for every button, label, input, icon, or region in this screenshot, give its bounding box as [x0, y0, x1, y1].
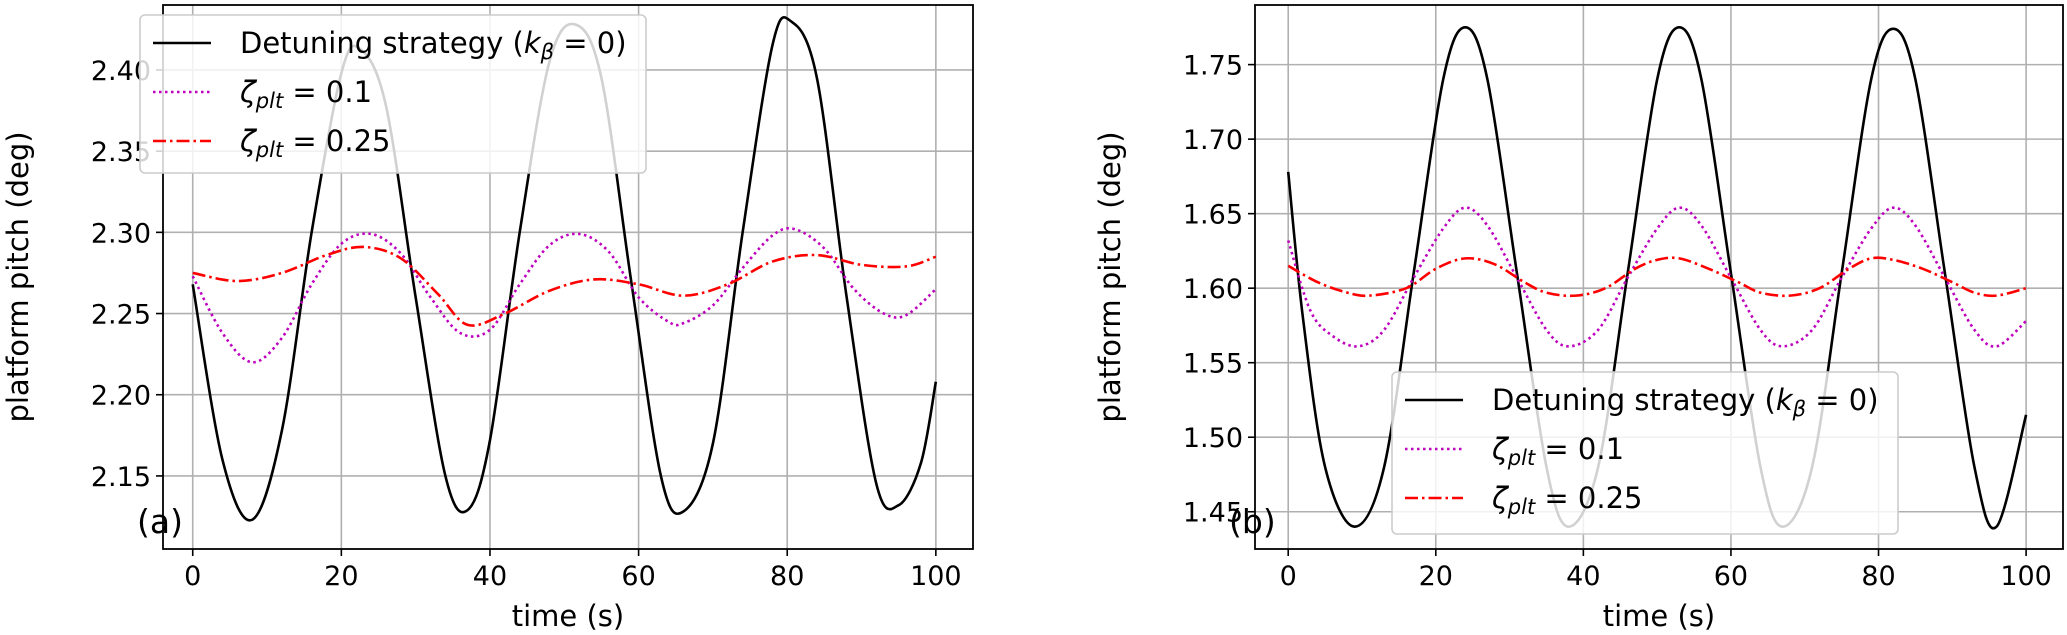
x-tick-label: 40 [473, 561, 507, 592]
chart-panel-a: 0 20 40 60 80 1002.152.202.252.302.352.40time… [1, 4, 974, 633]
legend-label: ζplt = 0.1 [239, 75, 372, 113]
y-axis-label: platform pitch (deg) [1, 131, 35, 422]
legend: Detuning strategy (kβ = 0) ζplt = 0.1 ζplt… [139, 14, 647, 174]
panel-label: (a) [137, 502, 183, 541]
y-tick-label: 1.65 [1183, 200, 1243, 231]
x-tick-label: 80 [1861, 561, 1895, 592]
x-tick-label: 80 [770, 561, 804, 592]
y-tick-label: 2.25 [91, 300, 151, 331]
chart-panel-b: 0 20 40 60 80 100 1.45 1.50 1.55 1.60 1.65 1.70 1.75… [1093, 4, 2064, 633]
series-line-3 [1287, 256, 2027, 298]
x-tick-label: 100 [910, 561, 962, 592]
y-tick-label: 1.75 [1183, 51, 1243, 82]
legend-frame [139, 14, 647, 174]
legend-label: Detuning strategy (kβ = 0) [1492, 383, 1879, 421]
legend-label: Detuning strategy (kβ = 0) [240, 26, 627, 64]
legend-label: ζplt = 0.25 [239, 124, 391, 162]
x-axis-label: time (s) [512, 599, 624, 633]
y-tick-label: 2.15 [91, 462, 151, 493]
legend-frame [1391, 371, 1899, 535]
x-tick-label: 40 [1566, 561, 1600, 592]
x-tick-label: 20 [324, 561, 358, 592]
series-line-2 [191, 226, 937, 364]
x-tick-label: 100 [2000, 561, 2052, 592]
legend-label: ζplt = 0.25 [1491, 481, 1643, 519]
x-tick-label: 20 [1419, 561, 1453, 592]
series-line-1 [1286, 26, 2028, 530]
plot-frame [1254, 4, 2064, 550]
y-tick-label: 1.45 [1183, 498, 1243, 529]
x-tick-label: 60 [621, 561, 655, 592]
y-tick-label: 2.20 [91, 381, 151, 412]
x-axis-label: time (s) [1603, 599, 1715, 633]
series-line-2 [1286, 206, 2027, 348]
plot-frame [162, 4, 974, 550]
x-tick-label: 0 [184, 561, 201, 592]
y-tick-label: 1.50 [1183, 423, 1243, 454]
y-axis-label: platform pitch (deg) [1093, 131, 1127, 422]
x-tick-label: 0 [1280, 561, 1297, 592]
y-tick-label: 1.70 [1183, 125, 1243, 156]
y-tick-label: 1.55 [1183, 349, 1243, 380]
x-tick-label: 60 [1714, 561, 1748, 592]
legend: Detuning strategy (kβ = 0) ζplt = 0.1 ζplt… [1391, 371, 1899, 535]
y-tick-label: 1.60 [1183, 274, 1243, 305]
panel-label: (b) [1229, 502, 1276, 541]
y-tick-label: 2.30 [91, 218, 151, 249]
series-line-3 [192, 245, 937, 327]
legend-label: ζplt = 0.1 [1491, 432, 1624, 470]
